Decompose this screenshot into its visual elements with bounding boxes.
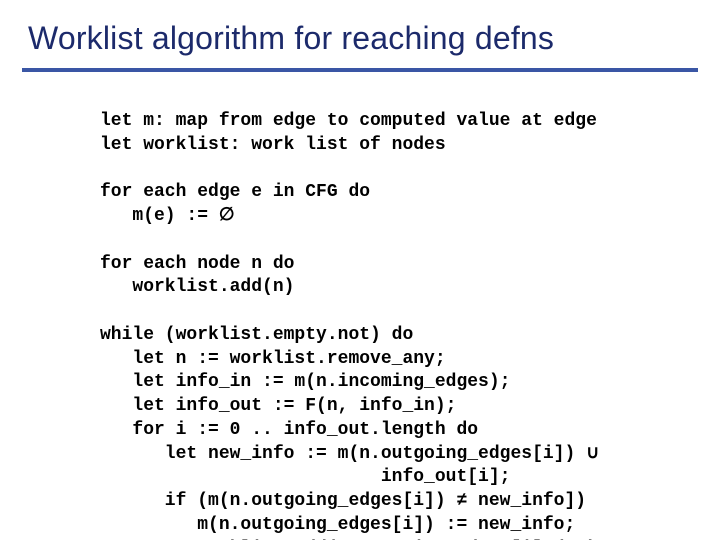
slide: Worklist algorithm for reaching defns le… bbox=[0, 0, 720, 540]
title-underline bbox=[22, 68, 698, 72]
pseudocode-block: let m: map from edge to computed value a… bbox=[100, 110, 608, 540]
slide-title: Worklist algorithm for reaching defns bbox=[28, 20, 554, 57]
